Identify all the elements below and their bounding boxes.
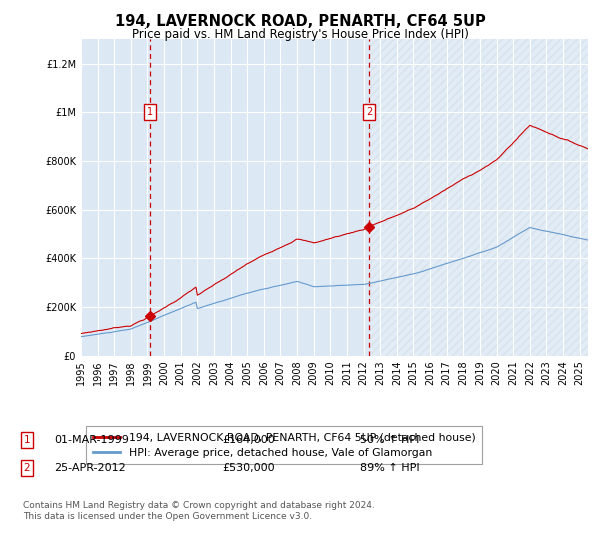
Text: 01-MAR-1999: 01-MAR-1999 bbox=[54, 435, 129, 445]
Text: £164,000: £164,000 bbox=[222, 435, 275, 445]
Text: 50% ↑ HPI: 50% ↑ HPI bbox=[360, 435, 419, 445]
Legend: 194, LAVERNOCK ROAD, PENARTH, CF64 5UP (detached house), HPI: Average price, det: 194, LAVERNOCK ROAD, PENARTH, CF64 5UP (… bbox=[86, 426, 482, 464]
Text: 194, LAVERNOCK ROAD, PENARTH, CF64 5UP: 194, LAVERNOCK ROAD, PENARTH, CF64 5UP bbox=[115, 14, 485, 29]
Text: £530,000: £530,000 bbox=[222, 463, 275, 473]
Text: 25-APR-2012: 25-APR-2012 bbox=[54, 463, 126, 473]
Text: Price paid vs. HM Land Registry's House Price Index (HPI): Price paid vs. HM Land Registry's House … bbox=[131, 28, 469, 41]
Text: 2: 2 bbox=[23, 463, 31, 473]
Text: 1: 1 bbox=[147, 107, 154, 117]
Bar bbox=[369, 39, 588, 356]
Text: Contains HM Land Registry data © Crown copyright and database right 2024.
This d: Contains HM Land Registry data © Crown c… bbox=[23, 501, 374, 521]
Text: 1: 1 bbox=[23, 435, 31, 445]
Text: 89% ↑ HPI: 89% ↑ HPI bbox=[360, 463, 419, 473]
Text: 2: 2 bbox=[366, 107, 372, 117]
